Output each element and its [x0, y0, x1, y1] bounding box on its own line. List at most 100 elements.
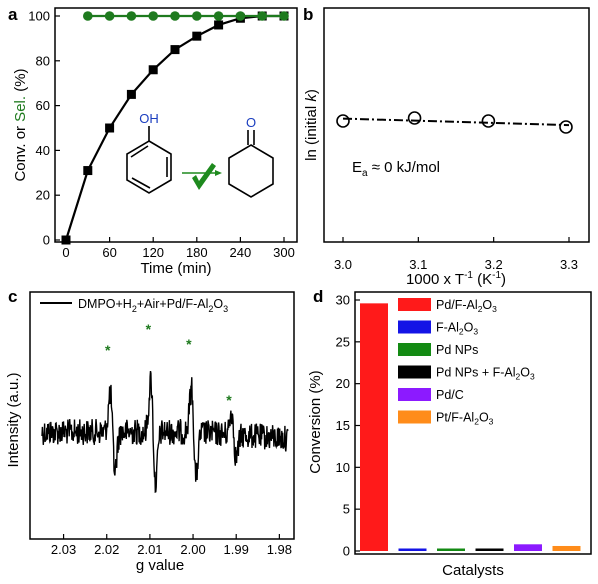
- panel-a-selectivity-point: [126, 11, 137, 21]
- panel-b-ylabel-k: k: [303, 93, 320, 102]
- panel-b-ylabel-main: ln (initial: [303, 102, 320, 161]
- panel-d-bars: [360, 303, 581, 551]
- panel-d-bar: [552, 545, 581, 551]
- panel-c-frame: [29, 291, 295, 540]
- legend-c-part3: O: [213, 297, 223, 311]
- panel-b-xlabel: 1000 x T-1 (K-1): [406, 270, 506, 288]
- panel-a-selectivity-point: [257, 11, 268, 21]
- check-icon: [192, 163, 216, 190]
- panel-b-point: [481, 114, 496, 128]
- panel-c-series: * * * *: [41, 321, 289, 494]
- panel-a-selectivity-point: [192, 11, 202, 21]
- panel-b-series: [336, 111, 573, 134]
- panel-d-legend-label: Pd/C: [436, 388, 464, 402]
- legend-c-part1: DMPO+H: [78, 297, 132, 311]
- panel-a-ylabel: Conv. or Sel. (%): [12, 68, 29, 181]
- panel-b-xtick-label: 3.1: [409, 257, 427, 272]
- phenol-double-bond-2: [131, 177, 151, 189]
- activation-energy-annotation: Ea ≈ 0 kJ/mol: [352, 159, 440, 179]
- panel-a-xtick-label: 240: [230, 245, 252, 260]
- panel-a-conversion-point: [170, 45, 180, 55]
- panel-a-xtick-label: 120: [142, 245, 164, 260]
- panel-a-selectivity-point: [148, 11, 158, 21]
- panel-a-conversion-point: [214, 20, 224, 30]
- panel-a-selectivity-point: [83, 11, 93, 21]
- panel-c-ticks: 2.03 2.02 2.01 2.00 1.99 1.98: [51, 534, 292, 557]
- panel-c-xtick-label: 2.03: [51, 542, 76, 557]
- reaction-scheme: OH O: [126, 111, 274, 198]
- panel-a-conversion-point: [105, 123, 115, 133]
- panel-a-xtick-label: 180: [186, 245, 208, 260]
- panel-d-ytick-label: 0: [343, 544, 350, 559]
- panel-b-frame: [323, 7, 590, 243]
- panel-d-ytick-label: 15: [336, 418, 350, 433]
- panel-c: c DMPO+H2+Air+Pd/F-Al2O3 2.03 2.02 2.01 2.0…: [5, 287, 295, 574]
- panel-d-ytick-label: 10: [336, 460, 350, 475]
- panel-d-legend-label: Pd/F-Al2O3: [436, 298, 497, 314]
- panel-a-ylabel-part1: Conv. or: [12, 122, 29, 182]
- panel-a-selectivity-point: [235, 11, 246, 21]
- panel-label-a: a: [8, 5, 18, 24]
- panel-c-legend-label: DMPO+H2+Air+Pd/F-Al2O3: [78, 297, 228, 314]
- panel-c-xlabel: g value: [136, 557, 184, 574]
- panel-b-xtick-label: 3.0: [334, 257, 352, 272]
- panel-d-ytick-label: 20: [336, 376, 350, 391]
- panel-a-conversion-point: [61, 235, 71, 245]
- panel-label-c: c: [8, 287, 17, 306]
- panel-a-ytick-label: 100: [28, 9, 50, 24]
- panel-b-point: [407, 111, 422, 125]
- panel-a-selectivity-point: [104, 11, 115, 21]
- panel-a-ticks: 0 60 120 180 240 300 0 20 40 60 80 100: [28, 9, 295, 261]
- legend-c-sub2: 2: [208, 304, 213, 314]
- panel-d-xlabel: Catalysts: [442, 562, 504, 579]
- panel-a-selectivity-point: [213, 11, 224, 21]
- panel-c-peak-star: *: [105, 342, 111, 358]
- panel-a-conversion-point: [83, 166, 93, 176]
- panel-b-xlabel-main: 1000 x T: [406, 271, 464, 288]
- panel-a-xtick-label: 300: [273, 245, 295, 260]
- panel-c-peak-star: *: [226, 392, 232, 408]
- panel-d-frame: [354, 291, 592, 555]
- ea-symbol: E: [352, 159, 362, 176]
- panel-b: b 3.0 3.1 3.2 3.3 Ea ≈ 0 kJ/mol 1000 x T-1 …: [303, 5, 590, 288]
- panel-b-fit-line: [342, 117, 570, 127]
- panel-b-ylabel-close: ): [303, 89, 320, 94]
- panel-a-series: [61, 11, 289, 245]
- panel-b-ticks: 3.0 3.1 3.2 3.3: [334, 237, 578, 272]
- panel-a: a 0 60 120 180 240 300 0 20 40 60 80 100 Time (min)…: [8, 5, 298, 277]
- panel-c-peak-star: *: [186, 336, 192, 352]
- ea-value: ≈ 0 kJ/mol: [368, 159, 440, 176]
- panel-a-xtick-label: 60: [102, 245, 116, 260]
- panel-d-ytick-label: 5: [343, 502, 350, 517]
- panel-b-xlabel-sup2: -1: [492, 270, 501, 281]
- panel-a-ylabel-sel: Sel.: [12, 96, 29, 122]
- ea-subscript: a: [362, 168, 368, 179]
- panel-d-legend-swatch: [398, 343, 431, 356]
- panel-a-ytick-label: 80: [36, 53, 50, 68]
- phenol-ring: [126, 140, 172, 194]
- reaction-arrowhead: [215, 170, 222, 176]
- panel-b-xlabel-sup1: -1: [464, 270, 473, 281]
- panel-d-legend-swatch: [398, 388, 431, 401]
- panel-d-bar: [514, 544, 542, 551]
- panel-a-ytick-label: 60: [36, 98, 50, 113]
- panel-a-ylabel-part3: (%): [12, 68, 29, 96]
- panel-a-ytick-label: 40: [36, 143, 50, 158]
- panel-d-ticks: 0 5 10 15 20 25 30: [336, 293, 360, 559]
- panel-a-xlabel: Time (min): [140, 260, 211, 277]
- panel-d-legend: Pd/F-Al2O3 F-Al2O3 Pd NPs Pd NPs + F-Al2O3 P…: [398, 298, 535, 427]
- panel-c-xtick-label: 2.01: [137, 542, 162, 557]
- legend-c-sub1: 2: [132, 304, 137, 314]
- panel-d-legend-label: F-Al2O3: [436, 321, 478, 337]
- panel-c-xtick-label: 1.98: [267, 542, 292, 557]
- panel-d-legend-swatch: [398, 410, 431, 424]
- panel-label-b: b: [303, 5, 313, 24]
- panel-a-frame: [54, 7, 298, 243]
- panel-a-selectivity-point: [170, 11, 180, 21]
- panel-c-ylabel: Intensity (a.u.): [5, 372, 22, 467]
- panel-d-legend-label: Pd NPs: [436, 343, 478, 357]
- panel-b-xtick-label: 3.3: [560, 257, 578, 272]
- carbonyl-o-label: O: [246, 115, 256, 130]
